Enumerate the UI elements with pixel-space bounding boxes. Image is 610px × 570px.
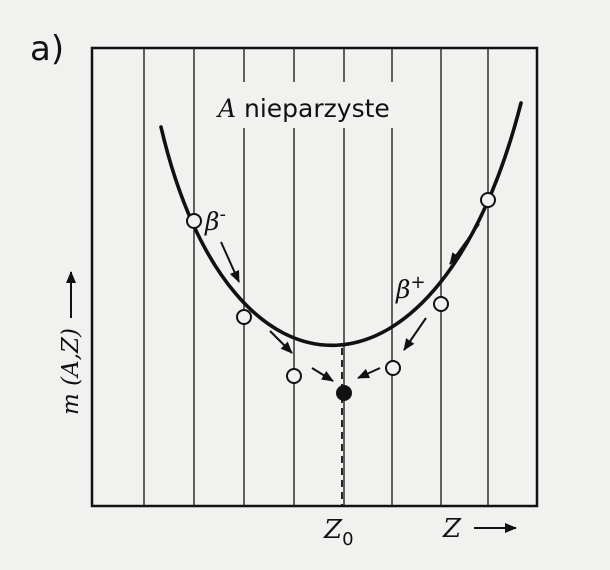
unstable-nuclide-marker xyxy=(286,368,302,384)
unstable-nuclide-marker xyxy=(186,213,202,229)
beta-minus-arrow xyxy=(220,241,240,283)
title-mask xyxy=(206,82,424,128)
panel-label: a) xyxy=(30,29,64,69)
unstable-nuclide-marker xyxy=(236,309,252,325)
beta-plus-arrow xyxy=(403,317,427,351)
unstable-nuclide-marker xyxy=(433,296,449,312)
mass-parabola xyxy=(159,101,523,348)
z0-symbol: Z xyxy=(323,515,343,545)
beta-plus-symbol: β xyxy=(395,275,410,304)
decay-arrows xyxy=(220,223,480,382)
plot-frame xyxy=(90,46,539,508)
beta-minus-sign: - xyxy=(219,204,226,225)
title-rest-part: nieparzyste xyxy=(236,94,390,123)
beta-minus-symbol: β xyxy=(204,207,219,236)
beta-plus-arrow xyxy=(357,367,381,379)
z0-subscript: 0 xyxy=(342,529,353,550)
unstable-nuclide-marker xyxy=(480,192,496,208)
z0-label: Z0 xyxy=(323,515,354,550)
beta-plus-sign: + xyxy=(410,272,425,293)
nuclide-markers xyxy=(186,192,496,384)
y-axis-label: m (A,Z) xyxy=(58,328,84,415)
beta-minus-label: β- xyxy=(204,204,226,236)
z-axis-label: Z xyxy=(442,514,462,544)
diagram-title: A nieparzyste xyxy=(216,94,390,123)
beta-plus-label: β+ xyxy=(395,272,426,304)
beta-minus-arrow xyxy=(269,330,293,354)
unstable-nuclide-marker xyxy=(385,360,401,376)
beta-plus-arrow xyxy=(449,223,480,265)
stable-nuclide-marker xyxy=(336,385,352,401)
beta-minus-arrow xyxy=(311,367,334,382)
y-axis-label-group: m (A,Z) xyxy=(58,328,84,415)
title-italic-part: A xyxy=(216,94,236,123)
